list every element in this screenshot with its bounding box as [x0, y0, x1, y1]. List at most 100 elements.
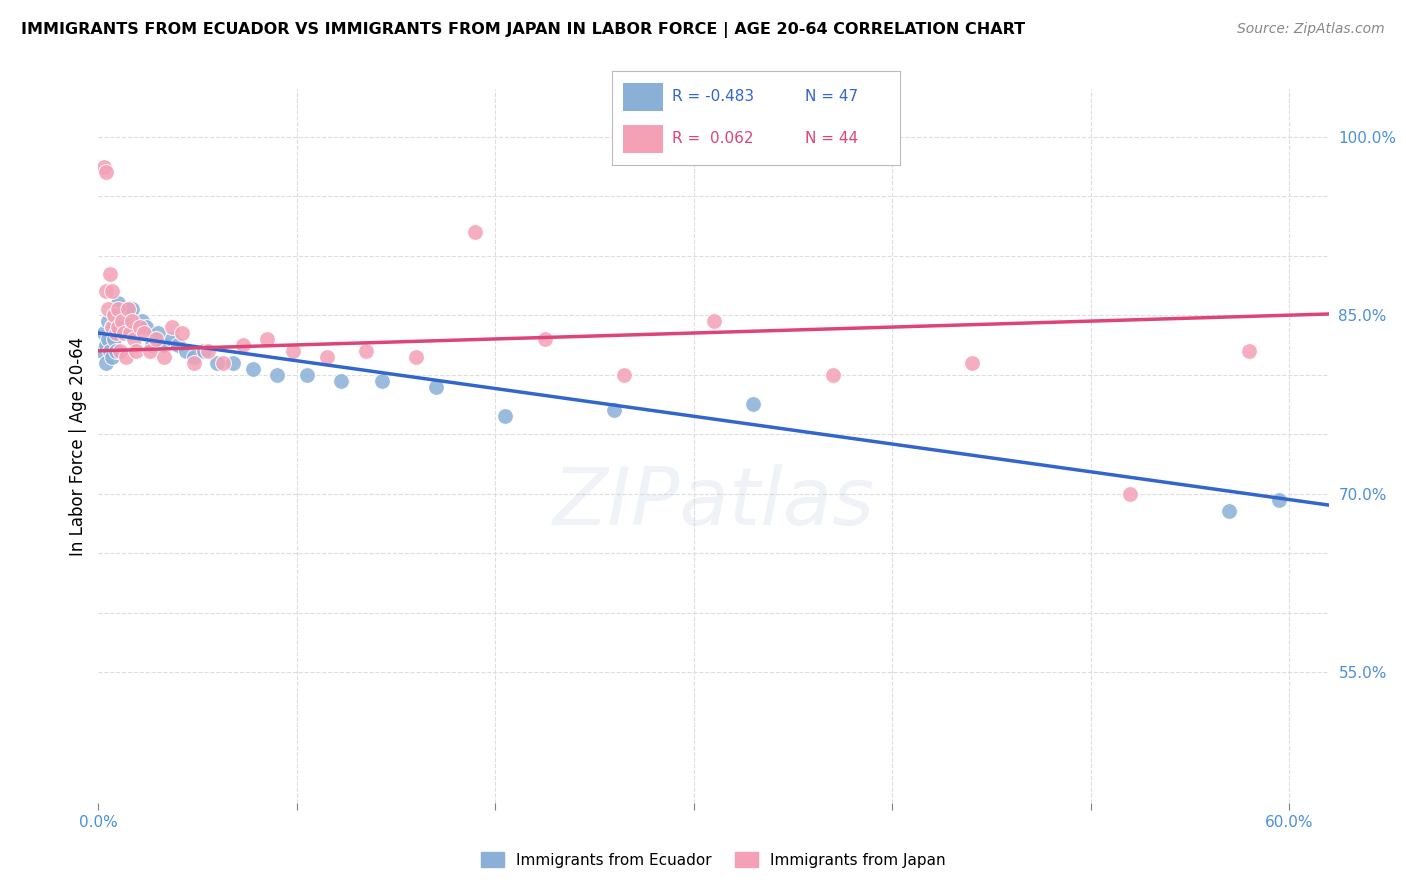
Point — [821, 368, 844, 382]
Point — [405, 350, 427, 364]
Point — [132, 326, 155, 340]
Point — [494, 409, 516, 424]
Point — [103, 308, 125, 322]
Point — [603, 403, 626, 417]
Point — [93, 160, 115, 174]
Point — [703, 314, 725, 328]
Point — [107, 302, 129, 317]
Point — [281, 343, 304, 358]
Point — [96, 285, 118, 299]
Point — [534, 332, 557, 346]
Point — [1218, 504, 1240, 518]
Point — [110, 308, 132, 322]
Point — [96, 356, 118, 370]
Point — [111, 320, 134, 334]
Point — [121, 302, 143, 317]
Point — [127, 320, 149, 334]
Point — [122, 320, 145, 334]
Point — [197, 343, 219, 358]
Point — [146, 326, 169, 340]
Point — [256, 332, 278, 346]
Point — [101, 350, 124, 364]
Text: Source: ZipAtlas.com: Source: ZipAtlas.com — [1237, 22, 1385, 37]
Point — [105, 302, 128, 317]
Point — [122, 332, 145, 346]
Point — [125, 343, 148, 358]
Point — [101, 320, 124, 334]
Point — [153, 338, 176, 352]
Point — [115, 350, 138, 364]
Point — [117, 302, 139, 317]
Point — [105, 343, 128, 358]
Point — [135, 320, 157, 334]
Point — [101, 285, 124, 299]
Point — [295, 368, 318, 382]
Point — [356, 343, 378, 358]
Text: ZIPatlas: ZIPatlas — [553, 464, 875, 542]
Point — [329, 374, 352, 388]
Point — [97, 314, 120, 328]
Point — [613, 368, 636, 382]
Legend: Immigrants from Ecuador, Immigrants from Japan: Immigrants from Ecuador, Immigrants from… — [475, 846, 952, 873]
Y-axis label: In Labor Force | Age 20-64: In Labor Force | Age 20-64 — [69, 336, 87, 556]
Text: N = 47: N = 47 — [804, 89, 858, 104]
Point — [111, 314, 134, 328]
Point — [160, 332, 183, 346]
Point — [98, 343, 121, 358]
Point — [115, 314, 138, 328]
Point — [120, 326, 142, 340]
Point — [107, 320, 129, 334]
Point — [742, 397, 765, 411]
Point — [174, 343, 197, 358]
Point — [153, 350, 176, 364]
Point — [103, 320, 125, 334]
Point — [166, 338, 188, 352]
Point — [96, 165, 118, 179]
Point — [101, 320, 124, 334]
Point — [98, 267, 121, 281]
Text: R =  0.062: R = 0.062 — [672, 131, 754, 146]
Point — [107, 296, 129, 310]
Point — [425, 379, 447, 393]
Point — [464, 225, 486, 239]
Point — [139, 343, 162, 358]
Point — [141, 338, 163, 352]
Point — [183, 350, 205, 364]
Point — [105, 326, 128, 340]
Point — [315, 350, 337, 364]
Bar — [623, 83, 664, 111]
Point — [170, 326, 193, 340]
Point — [103, 332, 125, 346]
Point — [960, 356, 983, 370]
Text: IMMIGRANTS FROM ECUADOR VS IMMIGRANTS FROM JAPAN IN LABOR FORCE | AGE 20-64 CORR: IMMIGRANTS FROM ECUADOR VS IMMIGRANTS FR… — [21, 22, 1025, 38]
Point — [121, 314, 143, 328]
Point — [129, 320, 152, 334]
Point — [1268, 492, 1291, 507]
Text: R = -0.483: R = -0.483 — [672, 89, 754, 104]
Point — [96, 338, 118, 352]
Point — [145, 332, 167, 346]
Point — [232, 338, 254, 352]
Point — [112, 326, 135, 340]
Point — [183, 356, 205, 370]
Point — [1119, 486, 1142, 500]
Point — [160, 320, 183, 334]
Point — [110, 343, 132, 358]
Point — [97, 302, 120, 317]
Point — [242, 361, 264, 376]
Point — [97, 332, 120, 346]
Point — [1239, 343, 1261, 358]
Point — [112, 326, 135, 340]
Point — [193, 343, 215, 358]
Point — [371, 374, 394, 388]
Point — [117, 302, 139, 317]
Point — [222, 356, 245, 370]
Bar — [623, 125, 664, 153]
Point — [120, 308, 142, 322]
Point — [91, 343, 114, 358]
Text: N = 44: N = 44 — [804, 131, 858, 146]
Point — [266, 368, 288, 382]
Point — [131, 314, 153, 328]
Point — [212, 356, 235, 370]
Point — [107, 314, 129, 328]
